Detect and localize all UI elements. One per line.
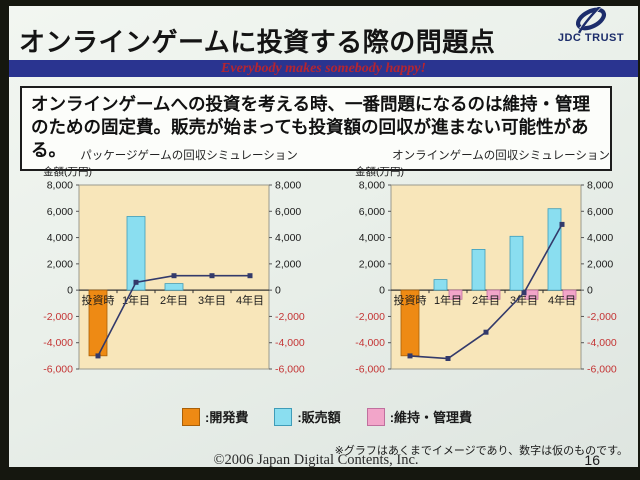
svg-text:3年目: 3年目 bbox=[510, 293, 538, 307]
svg-text:6,000: 6,000 bbox=[359, 206, 385, 218]
svg-text:投資時: 投資時 bbox=[394, 293, 427, 307]
page-number: 16 bbox=[584, 452, 600, 468]
chart-panel-online: オンラインゲームの回収シミュレーション 金額(万円) 8,000 8,000 6,0… bbox=[343, 147, 633, 381]
page-title: オンラインゲームに投資する際の問題点 bbox=[19, 27, 496, 57]
svg-text:0: 0 bbox=[587, 285, 593, 297]
svg-text:8,000: 8,000 bbox=[359, 180, 385, 192]
online-chart-title: オンラインゲームの回収シミュレーション bbox=[392, 150, 610, 162]
svg-text:-6,000: -6,000 bbox=[43, 364, 73, 376]
svg-text:8,000: 8,000 bbox=[587, 180, 613, 192]
summary-text: オンラインゲームへの投資を考える時、一番問題になるのは維持・管理のための固定費。… bbox=[31, 94, 590, 161]
svg-text:2,000: 2,000 bbox=[275, 258, 301, 270]
legend-item-dev-cost: :開発費 bbox=[182, 407, 248, 426]
legend-label-maintenance: :維持・管理費 bbox=[389, 410, 473, 425]
chart-panel-package: パッケージゲームの回収シミュレーション 金額(万円) 8,000 8,000 6,0… bbox=[31, 147, 321, 381]
svg-text:2,000: 2,000 bbox=[47, 258, 73, 270]
legend-item-maintenance: :維持・管理費 bbox=[366, 407, 473, 426]
jdc-logo-label: JDC TRUST bbox=[557, 32, 625, 44]
svg-text:6,000: 6,000 bbox=[587, 206, 613, 218]
svg-text:0: 0 bbox=[67, 285, 73, 297]
charts-row: パッケージゲームの回収シミュレーション 金額(万円) 8,000 8,000 6,0… bbox=[31, 147, 633, 381]
svg-text:2年目: 2年目 bbox=[160, 293, 188, 307]
svg-text:0: 0 bbox=[275, 285, 281, 297]
svg-text:6,000: 6,000 bbox=[47, 206, 73, 218]
svg-text:-4,000: -4,000 bbox=[43, 337, 73, 349]
svg-text:2年目: 2年目 bbox=[472, 293, 500, 307]
svg-text:0: 0 bbox=[379, 285, 385, 297]
svg-text:-2,000: -2,000 bbox=[275, 311, 305, 323]
svg-text:4,000: 4,000 bbox=[47, 232, 73, 244]
svg-text:-6,000: -6,000 bbox=[275, 364, 305, 376]
sales-swatch-icon bbox=[274, 407, 293, 426]
chart-legend: :開発費 :販売額 :維持・管理費 bbox=[182, 407, 472, 426]
svg-text:-6,000: -6,000 bbox=[587, 364, 617, 376]
disclaimer-note: ※グラフはあくまでイメージであり、数字は仮のものです。 bbox=[334, 445, 628, 457]
online-chart-ylabel: 金額(万円) bbox=[355, 166, 404, 178]
legend-item-sales: :販売額 bbox=[274, 407, 341, 426]
legend-label-sales: :販売額 bbox=[297, 410, 341, 425]
svg-text:6,000: 6,000 bbox=[275, 206, 301, 218]
summary-box: オンラインゲームへの投資を考える時、一番問題になるのは維持・管理のための固定費。… bbox=[20, 86, 612, 172]
jdc-swoosh-icon bbox=[575, 7, 607, 34]
svg-text:4,000: 4,000 bbox=[275, 232, 301, 244]
svg-text:-2,000: -2,000 bbox=[355, 311, 385, 323]
jdc-trust-logo: JDC TRUST bbox=[552, 7, 630, 44]
svg-text:4,000: 4,000 bbox=[587, 232, 613, 244]
package-chart-title: パッケージゲームの回収シミュレーション bbox=[80, 150, 298, 162]
svg-text:8,000: 8,000 bbox=[275, 180, 301, 192]
package-chart: 8,000 8,000 6,000 6,000 4,000 4,000 2,000 2,000… bbox=[43, 180, 305, 376]
svg-text:-2,000: -2,000 bbox=[43, 311, 73, 323]
copyright-text: ©2006 Japan Digital Contents, Inc. bbox=[213, 452, 419, 468]
svg-text:4,000: 4,000 bbox=[359, 232, 385, 244]
online-chart: 8,000 8,000 6,000 6,000 4,000 4,000 2,000 2,000… bbox=[355, 180, 617, 376]
svg-text:-2,000: -2,000 bbox=[587, 311, 617, 323]
maintenance-swatch-icon bbox=[366, 407, 385, 426]
svg-text:2,000: 2,000 bbox=[359, 258, 385, 270]
tagline-banner: Everybody makes somebody happy! bbox=[9, 60, 638, 77]
svg-text:4年目: 4年目 bbox=[236, 293, 264, 307]
svg-text:2,000: 2,000 bbox=[587, 258, 613, 270]
package-chart-ylabel: 金額(万円) bbox=[43, 166, 92, 178]
svg-text:-4,000: -4,000 bbox=[355, 337, 385, 349]
svg-text:4年目: 4年目 bbox=[548, 293, 576, 307]
svg-text:1年目: 1年目 bbox=[434, 293, 462, 307]
legend-label-dev-cost: :開発費 bbox=[205, 410, 249, 425]
tagline-text: Everybody makes somebody happy! bbox=[221, 60, 426, 76]
svg-text:-4,000: -4,000 bbox=[587, 337, 617, 349]
projected-slide: オンラインゲームに投資する際の問題点 JDC TRUST Everybody m… bbox=[9, 6, 638, 468]
svg-text:3年目: 3年目 bbox=[198, 293, 226, 307]
dev-cost-swatch-icon bbox=[182, 407, 200, 426]
svg-text:-4,000: -4,000 bbox=[275, 337, 305, 349]
svg-text:-6,000: -6,000 bbox=[355, 364, 385, 376]
svg-text:投資時: 投資時 bbox=[82, 293, 115, 307]
svg-text:8,000: 8,000 bbox=[47, 180, 73, 192]
